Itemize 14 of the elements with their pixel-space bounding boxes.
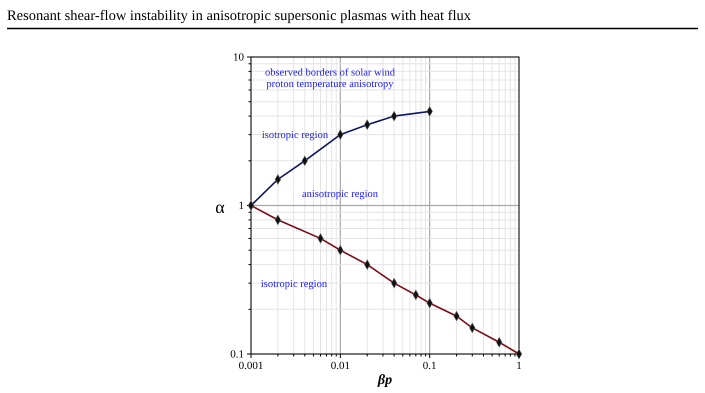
x-axis-title: βp [376,373,392,388]
y-tick-label: 10 [233,52,244,64]
y-axis-title: α [215,197,226,217]
x-tick-label: 0.01 [330,360,350,372]
y-tick-label: 0.1 [230,348,244,361]
annotation: isotropic region [262,130,329,141]
chart-title: Resonant shear-flow instability in anisotropic supersonic plasmas with heat flux [7,8,472,24]
x-tick-label: 0.001 [238,360,264,372]
y-tick-label: 1 [238,200,244,212]
annotation: anisotropic region [302,189,379,200]
annotation: observed borders of solar wind proton temperature anisotropy [264,68,396,90]
annotation: isotropic region [260,279,328,290]
x-tick-label: 0.1 [422,360,437,372]
x-tick-label: 1 [516,360,522,372]
